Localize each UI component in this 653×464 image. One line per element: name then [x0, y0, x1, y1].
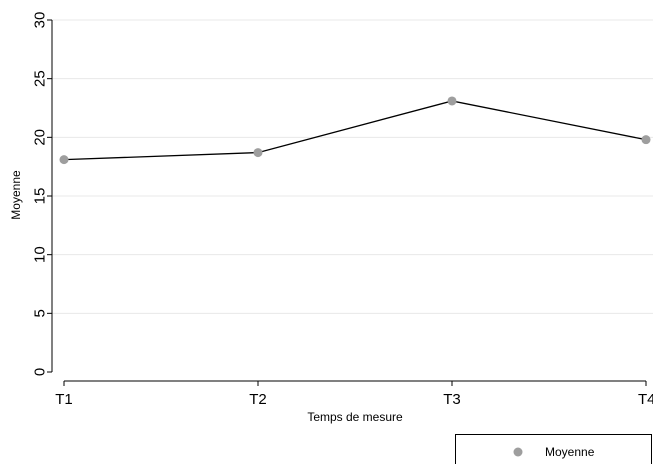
- y-tick-label-0: 0: [31, 368, 48, 376]
- data-point-T4: [641, 135, 651, 145]
- x-tick-label-T4: T4: [638, 391, 653, 408]
- x-axis-ticks: T1 T2 T3 T4: [55, 381, 653, 408]
- data-point-T3: [447, 96, 457, 106]
- y-axis-ticks: 0 5 10 15 20 25 30: [31, 12, 52, 376]
- y-tick-label-5: 5: [31, 309, 48, 317]
- gridlines: [52, 19, 653, 314]
- series-line-moyenne: [63, 100, 647, 161]
- y-tick-label-15: 15: [31, 188, 48, 205]
- series-points-moyenne: [59, 96, 651, 165]
- legend-marker-moyenne: [513, 447, 523, 457]
- y-tick-label-10: 10: [31, 246, 48, 263]
- x-tick-label-T3: T3: [443, 391, 461, 408]
- legend: Moyenne: [455, 434, 652, 464]
- data-point-T2: [253, 148, 263, 158]
- x-tick-label-T2: T2: [249, 391, 267, 408]
- y-tick-label-20: 20: [31, 129, 48, 146]
- y-tick-label-30: 30: [31, 12, 48, 29]
- x-axis-title: Temps de mesure: [307, 410, 403, 424]
- legend-box: [455, 434, 652, 464]
- data-point-T1: [59, 155, 69, 165]
- y-axis-title: Moyenne: [9, 170, 23, 220]
- y-tick-label-25: 25: [31, 70, 48, 87]
- legend-label-moyenne: Moyenne: [545, 445, 595, 459]
- x-tick-label-T1: T1: [55, 391, 73, 408]
